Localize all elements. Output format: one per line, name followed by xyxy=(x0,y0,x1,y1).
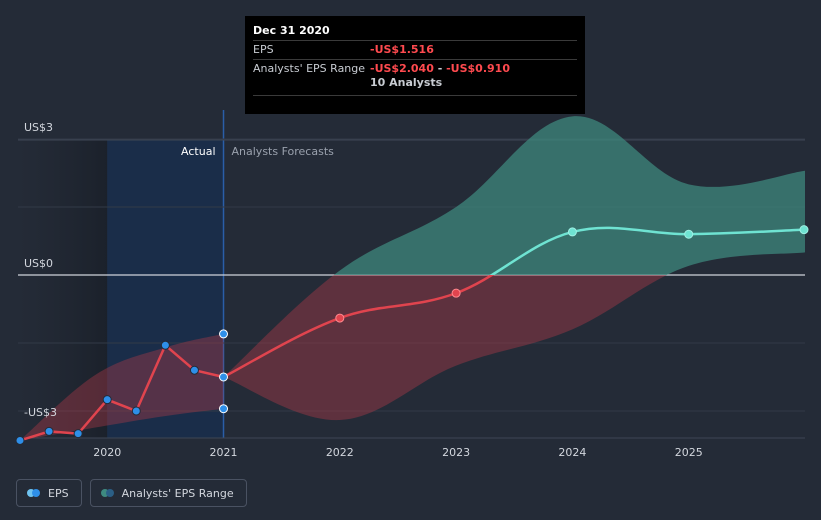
actual-eps-point-0 xyxy=(15,435,25,445)
x-tick-label-2020: 2020 xyxy=(93,446,121,459)
actual-section-label: Actual xyxy=(181,145,215,158)
y-axis-label-0: US$3 xyxy=(24,121,53,134)
tooltip-range-value: -US$2.040 - -US$0.910 xyxy=(370,62,510,75)
forecast-eps-point-3 xyxy=(567,227,577,237)
y-axis-label-2: -US$3 xyxy=(24,406,57,419)
forecast-eps-line-negative xyxy=(222,275,495,379)
actual-range-high-point xyxy=(219,329,229,339)
x-tick-label-2023: 2023 xyxy=(442,446,470,459)
forecast-eps-point-end xyxy=(799,225,809,235)
tooltip-range-row: Analysts' EPS Range -US$2.040 - -US$0.91… xyxy=(253,59,577,75)
tooltip-range-high: -US$0.910 xyxy=(446,62,510,75)
forecast-section-label: Analysts Forecasts xyxy=(232,145,335,158)
forecast-eps-point-4 xyxy=(684,229,694,239)
legend-range-button[interactable]: Analysts' EPS Range xyxy=(89,479,247,507)
forecast-range-negative xyxy=(223,275,667,421)
legend-eps-button[interactable]: EPS xyxy=(16,479,82,507)
x-tick-label-2025: 2025 xyxy=(675,446,703,459)
current-eps-point xyxy=(219,372,229,382)
x-tick-label-2024: 2024 xyxy=(558,446,586,459)
actual-eps-point-3 xyxy=(102,395,112,405)
forecast-eps-point-1 xyxy=(335,313,345,323)
x-tick-label-2021: 2021 xyxy=(210,446,238,459)
legend-eps-swatch xyxy=(27,489,40,497)
actual-eps-line xyxy=(19,344,224,442)
actual-eps-point-6 xyxy=(189,365,199,375)
tooltip-analysts: 10 Analysts xyxy=(370,76,443,89)
actual-range-band xyxy=(20,333,224,441)
tooltip-analysts-row: 10 Analysts xyxy=(253,75,577,96)
past-shading xyxy=(18,140,108,438)
tooltip-eps-value: -US$1.516 xyxy=(370,43,434,56)
x-tick-label-2022: 2022 xyxy=(326,446,354,459)
chart-legend: EPS Analysts' EPS Range xyxy=(16,479,247,507)
actual-eps-point-5 xyxy=(160,340,170,350)
tooltip-range-low: -US$2.040 xyxy=(370,62,434,75)
actual-eps-point-2 xyxy=(73,429,83,439)
actual-highlight xyxy=(107,140,224,438)
tooltip-eps-row: EPS -US$1.516 xyxy=(253,40,577,59)
legend-range-label: Analysts' EPS Range xyxy=(121,486,234,500)
legend-eps-label: EPS xyxy=(48,486,69,500)
forecast-eps-point-2 xyxy=(451,288,461,298)
eps-tooltip: Dec 31 2020 EPS -US$1.516 Analysts' EPS … xyxy=(245,16,585,114)
eps-chart: US$3 US$0 -US$3 2020 2021 2022 2023 2024 2025 Act… xyxy=(15,110,809,459)
tooltip-range-label: Analysts' EPS Range xyxy=(253,62,366,75)
y-axis-label-1: US$0 xyxy=(24,257,53,270)
tooltip-eps-label: EPS xyxy=(253,43,274,56)
legend-range-swatch xyxy=(100,489,114,497)
tooltip-date: Dec 31 2020 xyxy=(253,24,330,37)
forecast-eps-line-positive xyxy=(489,226,806,275)
actual-eps-point-1 xyxy=(44,426,54,436)
actual-range-low-point xyxy=(219,404,229,414)
actual-eps-point-4 xyxy=(131,406,141,416)
tooltip-range-separator: - xyxy=(433,62,447,75)
